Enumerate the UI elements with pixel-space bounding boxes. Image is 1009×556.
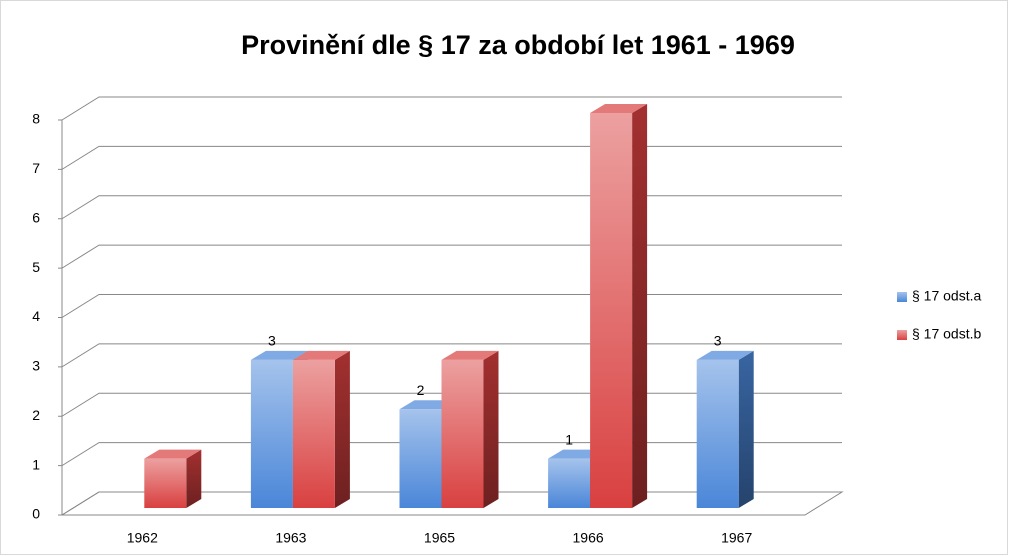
bar-front — [399, 409, 442, 508]
legend-swatch — [897, 330, 907, 340]
y-tick-label: 7 — [32, 160, 40, 176]
y-tick-label: 1 — [32, 456, 40, 472]
y-tick-label: 8 — [32, 111, 40, 127]
legend-swatch — [897, 292, 907, 302]
value-label: 3 — [268, 333, 276, 349]
bar — [292, 350, 350, 508]
y-tick-label: 5 — [32, 259, 40, 275]
bar-front — [548, 458, 591, 508]
value-label: 2 — [417, 382, 425, 398]
value-label: 1 — [565, 431, 573, 447]
bar-top — [696, 350, 754, 360]
y-tick-label: 2 — [32, 407, 40, 423]
bar-side — [483, 350, 499, 508]
bar-top — [441, 350, 499, 360]
bar-front — [292, 359, 335, 508]
x-tick-label: 1967 — [721, 530, 752, 546]
bar — [696, 350, 754, 508]
bar — [590, 104, 648, 508]
x-tick-label: 1966 — [573, 530, 604, 546]
bar — [144, 449, 202, 508]
bar-front — [696, 359, 739, 508]
bar-top — [292, 350, 350, 360]
value-label: 3 — [714, 333, 722, 349]
y-tick-label: 4 — [32, 308, 40, 324]
y-tick-label: 6 — [32, 209, 40, 225]
bar-front — [590, 113, 633, 508]
x-tick-label: 1965 — [424, 530, 455, 546]
bar-front — [144, 458, 187, 508]
bar-side — [186, 449, 202, 508]
chart-title: Provinění dle § 17 za období let 1961 - … — [241, 30, 795, 60]
bar-side — [334, 350, 350, 508]
x-tick-label: 1962 — [127, 530, 158, 546]
bar — [441, 350, 499, 508]
bar-front — [441, 359, 484, 508]
y-tick-label: 0 — [32, 506, 40, 522]
legend-label: § 17 odst.b — [912, 326, 981, 342]
bar-top — [144, 449, 202, 459]
legend-label: § 17 odst.a — [912, 288, 981, 304]
bar-top — [590, 104, 648, 113]
y-tick-label: 3 — [32, 358, 40, 374]
bar-top — [250, 350, 308, 360]
bar-side — [738, 350, 754, 508]
grid-line — [61, 96, 842, 121]
x-tick-label: 1963 — [275, 530, 306, 546]
bar-side — [632, 104, 648, 508]
bar-front — [250, 359, 293, 508]
